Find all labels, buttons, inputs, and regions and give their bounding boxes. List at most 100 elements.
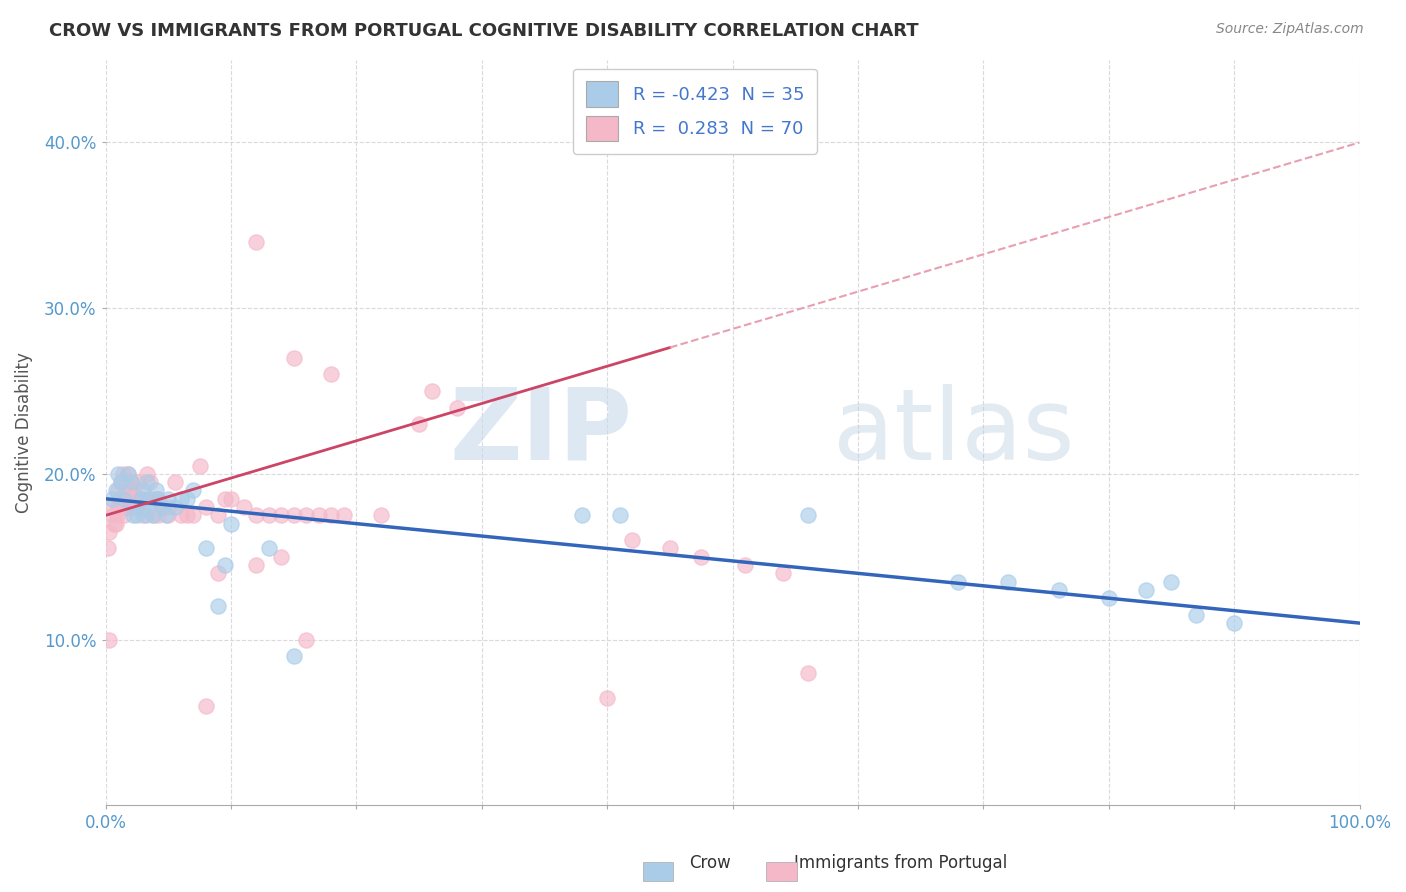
Point bbox=[132, 500, 155, 514]
Point bbox=[155, 508, 177, 523]
Point bbox=[207, 508, 229, 523]
Point bbox=[114, 500, 136, 514]
Point bbox=[148, 508, 170, 523]
Point bbox=[136, 467, 159, 481]
Point bbox=[734, 558, 756, 572]
Point bbox=[658, 541, 681, 556]
Point bbox=[219, 491, 242, 506]
Point bbox=[117, 467, 139, 481]
Point bbox=[129, 491, 152, 506]
Point bbox=[283, 508, 305, 523]
Point bbox=[420, 384, 443, 398]
Point bbox=[142, 508, 165, 523]
Point bbox=[176, 508, 198, 523]
Point bbox=[125, 508, 148, 523]
Point bbox=[1135, 582, 1157, 597]
Point bbox=[150, 500, 173, 514]
Point bbox=[112, 467, 135, 481]
Point bbox=[194, 698, 217, 713]
Point bbox=[138, 475, 160, 490]
Point bbox=[135, 508, 157, 523]
Point bbox=[163, 475, 186, 490]
Point bbox=[170, 491, 193, 506]
Point bbox=[621, 533, 644, 548]
Text: Source: ZipAtlas.com: Source: ZipAtlas.com bbox=[1216, 22, 1364, 37]
Point bbox=[446, 401, 468, 415]
Point bbox=[183, 483, 205, 498]
Point bbox=[690, 549, 713, 564]
Point bbox=[107, 500, 129, 514]
Point bbox=[270, 508, 292, 523]
Point bbox=[101, 491, 124, 506]
Point bbox=[408, 417, 430, 432]
Point bbox=[308, 508, 330, 523]
Point bbox=[176, 491, 198, 506]
Point bbox=[283, 351, 305, 365]
Point bbox=[609, 508, 631, 523]
Point bbox=[117, 467, 139, 481]
Point bbox=[797, 665, 820, 680]
Point bbox=[114, 491, 136, 506]
Text: atlas: atlas bbox=[832, 384, 1074, 481]
Text: CROW VS IMMIGRANTS FROM PORTUGAL COGNITIVE DISABILITY CORRELATION CHART: CROW VS IMMIGRANTS FROM PORTUGAL COGNITI… bbox=[49, 22, 920, 40]
Point bbox=[194, 541, 217, 556]
Point bbox=[142, 508, 165, 523]
Point bbox=[148, 491, 170, 506]
Point bbox=[157, 491, 180, 506]
Point bbox=[772, 566, 794, 581]
Point bbox=[188, 458, 211, 473]
Point bbox=[110, 475, 132, 490]
Point bbox=[232, 500, 254, 514]
Text: Immigrants from Portugal: Immigrants from Portugal bbox=[794, 855, 1008, 872]
Point bbox=[157, 508, 180, 523]
Point bbox=[110, 475, 132, 490]
Point bbox=[138, 491, 160, 506]
Point bbox=[124, 483, 146, 498]
Point bbox=[321, 368, 343, 382]
Text: ZIP: ZIP bbox=[450, 384, 633, 481]
Point bbox=[183, 508, 205, 523]
Point bbox=[1160, 574, 1182, 589]
Point bbox=[121, 475, 143, 490]
Point bbox=[1047, 582, 1070, 597]
Point bbox=[797, 508, 820, 523]
Point bbox=[257, 508, 280, 523]
Point bbox=[948, 574, 970, 589]
Point bbox=[97, 541, 120, 556]
Point bbox=[127, 475, 149, 490]
Point bbox=[145, 483, 167, 498]
Point bbox=[295, 508, 318, 523]
Point bbox=[98, 632, 121, 647]
Point bbox=[214, 491, 236, 506]
Point bbox=[370, 508, 392, 523]
Point bbox=[129, 491, 152, 506]
Point bbox=[101, 508, 124, 523]
Point bbox=[1185, 607, 1208, 622]
Point bbox=[125, 500, 148, 514]
Point bbox=[194, 500, 217, 514]
Point bbox=[150, 500, 173, 514]
Point bbox=[997, 574, 1019, 589]
Point bbox=[132, 491, 155, 506]
Point bbox=[207, 599, 229, 614]
Point bbox=[1223, 616, 1246, 631]
Point bbox=[136, 475, 159, 490]
Point bbox=[157, 500, 180, 514]
Point bbox=[118, 475, 141, 490]
Point bbox=[114, 483, 136, 498]
Point bbox=[108, 491, 131, 506]
Point bbox=[145, 491, 167, 506]
Point bbox=[245, 558, 267, 572]
Point bbox=[98, 524, 121, 539]
Point bbox=[120, 475, 142, 490]
Y-axis label: Cognitive Disability: Cognitive Disability bbox=[15, 352, 32, 513]
Point bbox=[245, 508, 267, 523]
Point bbox=[333, 508, 356, 523]
Point bbox=[571, 508, 593, 523]
Point bbox=[104, 483, 127, 498]
Point bbox=[170, 508, 193, 523]
Point bbox=[117, 500, 139, 514]
Point bbox=[132, 508, 155, 523]
Point bbox=[257, 541, 280, 556]
Point bbox=[219, 516, 242, 531]
